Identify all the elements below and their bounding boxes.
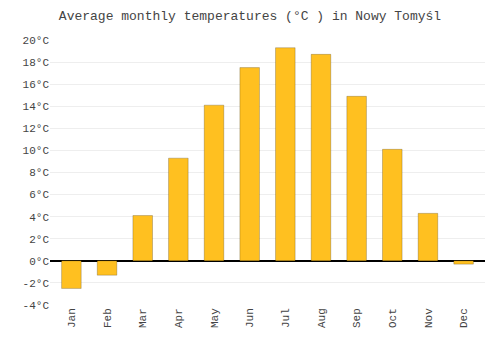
svg-text:Average monthly temperatures (: Average monthly temperatures (°C ) in No… <box>59 9 441 24</box>
svg-text:Sep: Sep <box>351 308 363 328</box>
svg-text:8°C: 8°C <box>29 167 49 179</box>
svg-text:6°C: 6°C <box>29 189 49 201</box>
svg-text:Feb: Feb <box>102 308 114 328</box>
svg-text:-4°C: -4°C <box>23 300 50 312</box>
svg-text:18°C: 18°C <box>23 57 50 69</box>
svg-text:Aug: Aug <box>316 308 328 328</box>
svg-text:10°C: 10°C <box>23 145 50 157</box>
svg-text:20°C: 20°C <box>23 35 50 47</box>
svg-text:16°C: 16°C <box>23 79 50 91</box>
svg-text:-2°C: -2°C <box>23 278 50 290</box>
svg-text:Dec: Dec <box>458 308 470 328</box>
svg-text:12°C: 12°C <box>23 123 50 135</box>
svg-text:Nov: Nov <box>423 308 435 328</box>
svg-text:Jun: Jun <box>244 308 256 328</box>
svg-text:0°C: 0°C <box>29 256 49 268</box>
svg-text:May: May <box>209 308 221 328</box>
svg-text:Mar: Mar <box>137 308 149 328</box>
svg-text:14°C: 14°C <box>23 101 50 113</box>
svg-text:Jan: Jan <box>66 308 78 328</box>
svg-text:Jul: Jul <box>280 308 292 328</box>
svg-text:Oct: Oct <box>387 308 399 328</box>
svg-text:Apr: Apr <box>173 308 185 328</box>
svg-text:2°C: 2°C <box>29 234 49 246</box>
svg-text:4°C: 4°C <box>29 212 49 224</box>
